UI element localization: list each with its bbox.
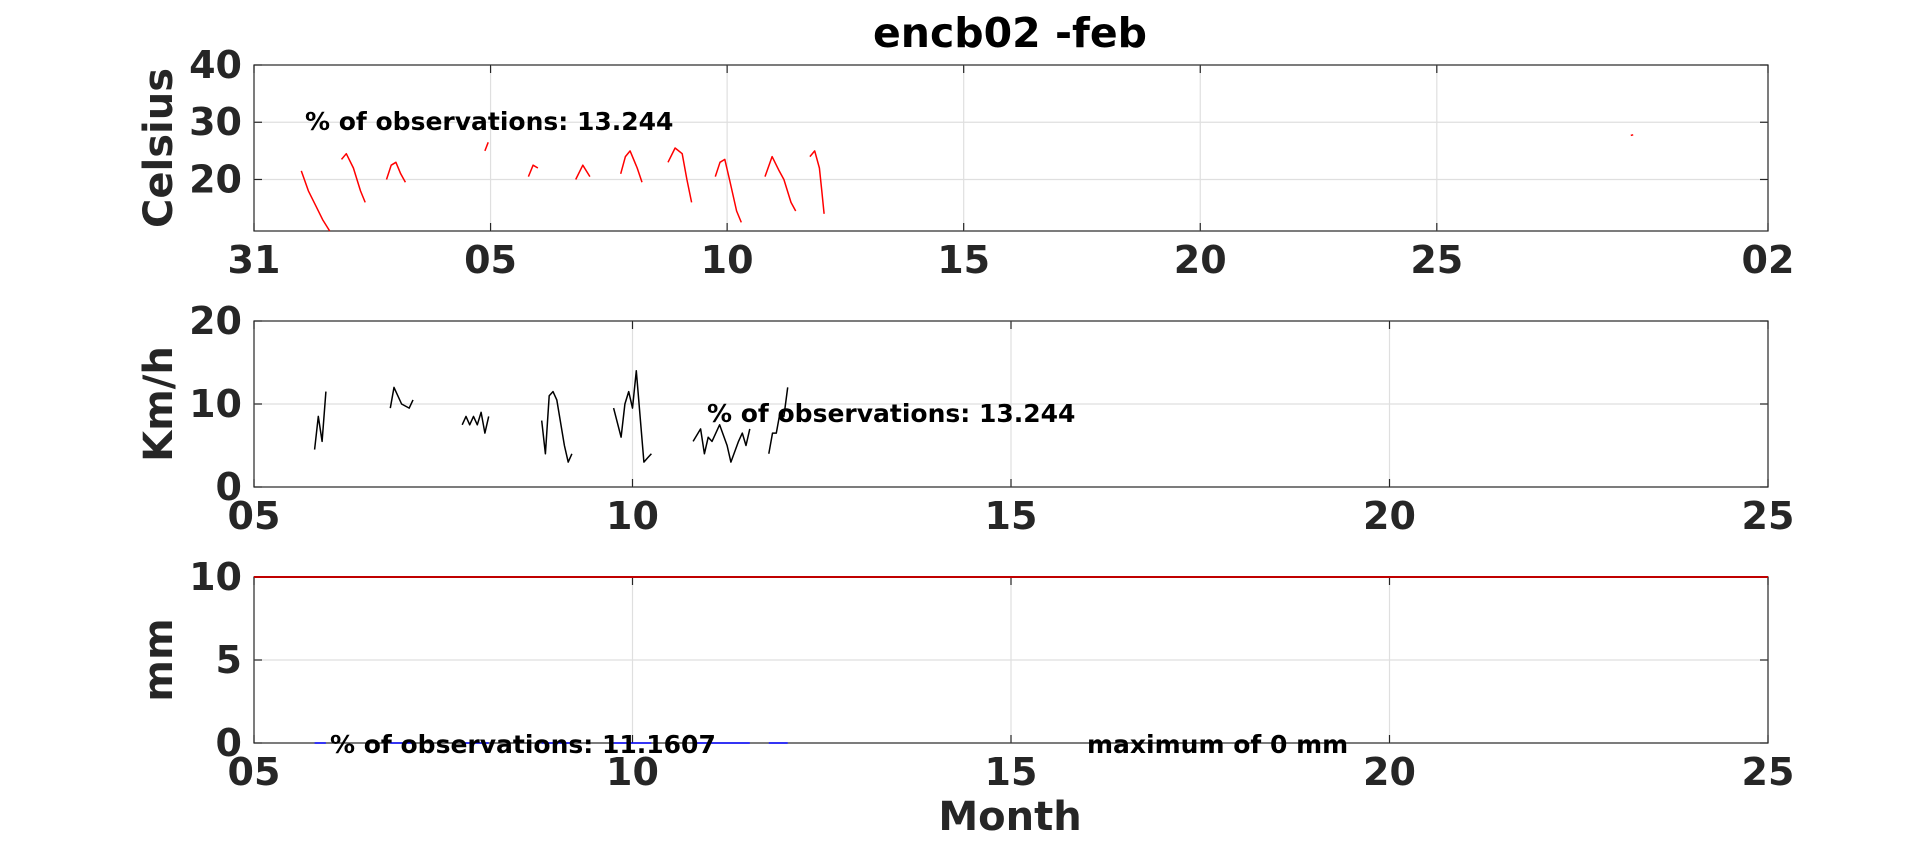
series-line-day4	[484, 142, 489, 152]
chart-title: encb02 -feb	[873, 9, 1147, 57]
x-tick-label: 20	[1363, 494, 1416, 538]
x-tick-label: 10	[701, 238, 754, 282]
series-line-day11	[809, 150, 825, 214]
series-line-day7	[619, 150, 643, 183]
y-tick-label: 5	[216, 638, 242, 682]
y-axis-label: mm	[136, 618, 182, 701]
series-line-day10	[764, 155, 797, 212]
series-line-day2	[340, 152, 366, 203]
y-axis-label: Km/h	[136, 346, 182, 462]
y-axis-label: Celsius	[136, 68, 182, 228]
series-line-day1	[300, 170, 331, 232]
x-tick-label: 25	[1410, 238, 1463, 282]
series-line-day1	[313, 391, 327, 450]
series-line-day8	[667, 147, 693, 203]
y-tick-label: 0	[216, 465, 242, 509]
x-tick-label: 15	[937, 238, 990, 282]
x-axis-label: Month	[938, 794, 1081, 840]
series-line-day3	[385, 161, 407, 183]
y-tick-label: 20	[189, 299, 242, 343]
x-tick-label: 05	[228, 750, 281, 794]
y-tick-label: 40	[189, 43, 242, 87]
x-tick-label: 15	[985, 750, 1038, 794]
series-line-day12	[1630, 134, 1634, 137]
series-line-day5	[612, 370, 652, 463]
series-line-day5	[527, 164, 539, 177]
series-line-day6	[575, 164, 591, 180]
x-tick-label: 05	[228, 494, 281, 538]
x-tick-label: 20	[1363, 750, 1416, 794]
series-line-day6	[692, 424, 751, 463]
y-tick-label: 10	[189, 382, 242, 426]
x-tick-label: 25	[1742, 750, 1795, 794]
x-tick-label: 05	[464, 238, 517, 282]
series-line-day3	[461, 411, 490, 434]
y-tick-label: 30	[189, 100, 242, 144]
x-tick-label: 25	[1742, 494, 1795, 538]
observations-annotation: % of observations: 13.244	[305, 107, 673, 136]
x-tick-label: 31	[228, 238, 281, 282]
x-tick-label: 10	[606, 494, 659, 538]
plot-area	[253, 64, 1769, 232]
observations-annotation: % of observations: 13.244	[707, 399, 1075, 428]
x-tick-label: 20	[1174, 238, 1227, 282]
y-tick-label: 0	[216, 721, 242, 765]
x-tick-label: 02	[1742, 238, 1795, 282]
series-line-day9	[714, 158, 742, 223]
y-tick-label: 20	[189, 157, 242, 201]
observations-annotation: % of observations: 11.1607	[330, 730, 716, 759]
y-tick-label: 10	[189, 555, 242, 599]
series-line-day7	[768, 387, 789, 454]
maximum-annotation: maximum of 0 mm	[1087, 730, 1348, 759]
series-line-day2	[389, 386, 414, 409]
x-tick-label: 15	[985, 494, 1038, 538]
x-tick-label: 10	[606, 750, 659, 794]
series-line-day4	[540, 390, 573, 463]
